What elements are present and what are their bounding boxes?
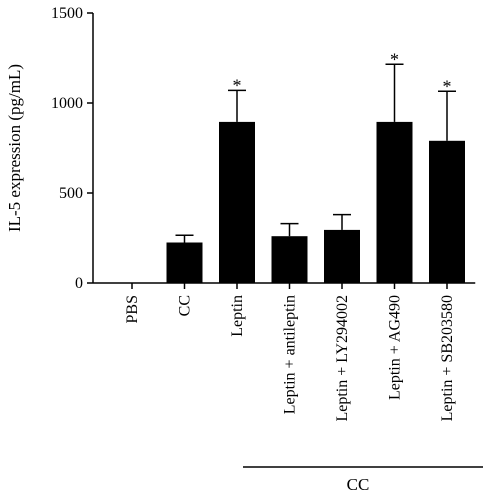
error-bars <box>175 63 456 243</box>
category-labels: PBS CC Leptin Leptin + antileptin Leptin + L… <box>124 295 456 422</box>
bar <box>219 121 255 284</box>
x-tick-label: CC <box>177 295 194 316</box>
x-tick-label: PBS <box>124 295 141 323</box>
bar <box>271 236 308 283</box>
y-tick-label: 1500 <box>51 5 83 22</box>
significance-markers: * * * <box>233 49 452 96</box>
y-axis: 0 500 1000 1500 <box>51 5 94 292</box>
bar <box>429 140 465 283</box>
significance-star: * <box>233 75 242 95</box>
y-tick-label: 500 <box>59 185 83 202</box>
y-axis-title: IL-5 expression (pg/mL) <box>5 64 24 232</box>
x-tick-label: Leptin <box>229 295 246 337</box>
significance-star: * <box>443 76 452 96</box>
x-tick-label: Leptin + SB203580 <box>439 295 456 421</box>
bar <box>376 121 413 284</box>
x-tick-label: Leptin + antileptin <box>282 295 299 414</box>
bar <box>166 242 203 283</box>
x-tick-label: Leptin + AG490 <box>387 295 404 400</box>
bars <box>166 121 465 284</box>
y-tick-label: 0 <box>75 275 83 292</box>
bar <box>324 229 360 283</box>
x-axis <box>93 282 476 289</box>
significance-star: * <box>390 49 399 69</box>
y-tick-label: 1000 <box>51 95 83 112</box>
x-tick-label: Leptin + LY294002 <box>334 295 351 422</box>
group-label: CC <box>347 475 370 494</box>
